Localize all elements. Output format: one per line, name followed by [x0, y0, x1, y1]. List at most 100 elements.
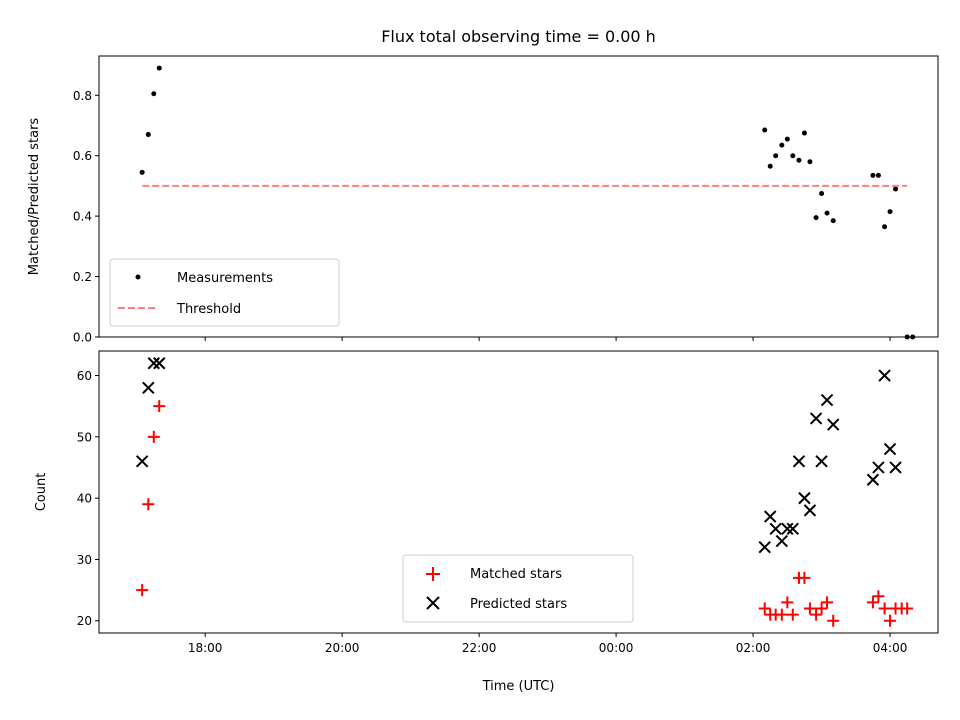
measurements-point	[813, 215, 819, 221]
legend-marker-measurements	[135, 274, 141, 280]
matched-stars-point	[136, 584, 149, 597]
measurements-point	[801, 130, 807, 136]
predicted-stars-point	[820, 393, 834, 407]
matched-stars-point	[872, 590, 885, 603]
ratio-panel-frame	[98, 55, 939, 338]
matched-stars-point	[775, 608, 788, 621]
y-tick-label: 30	[77, 553, 92, 567]
x-tick-label: 18:00	[188, 641, 223, 655]
matched-stars-point	[866, 596, 879, 609]
measurements-point	[790, 153, 796, 159]
x-axis-label: Time (UTC)	[482, 679, 555, 694]
predicted-stars-point	[781, 522, 794, 535]
predicted-stars-point	[803, 504, 817, 517]
predicted-stars-point	[878, 369, 891, 382]
ratio-y-axis-label: Matched/Predicted stars	[27, 118, 42, 276]
count-panel: 20 30 40 50 60 18:00 20:00 22:00 00:00 02:00 04:0…	[34, 350, 939, 694]
predicted-stars-point	[135, 455, 149, 468]
y-tick-label: 60	[77, 369, 92, 383]
legend-label-threshold: Threshold	[176, 302, 241, 317]
ratio-y-ticks: 0.0 0.2 0.4 0.6 0.8	[73, 89, 99, 345]
y-tick-label: 0.6	[73, 149, 92, 163]
measurements-point	[779, 142, 785, 148]
count-legend: Matched stars Predicted stars	[402, 554, 634, 623]
legend-label-measurements: Measurements	[177, 271, 273, 286]
x-tick-label: 02:00	[736, 641, 771, 655]
matched-stars-point	[142, 498, 155, 511]
ratio-legend: Measurements Threshold	[109, 258, 340, 327]
legend-marker-matched-stars	[426, 567, 440, 581]
predicted-stars-point	[153, 357, 166, 370]
x-tick-label: 20:00	[325, 641, 360, 655]
predicted-stars-point	[792, 455, 806, 468]
matched-stars-point	[821, 596, 834, 609]
matched-stars-point	[786, 608, 799, 621]
ratio-marks	[139, 65, 916, 340]
measurements-point	[870, 172, 876, 178]
measurements-point	[784, 136, 790, 142]
x-tick-label: 22:00	[462, 641, 497, 655]
matched-stars-point	[758, 602, 771, 615]
predicted-stars-point	[786, 522, 800, 535]
measurements-point	[824, 210, 830, 216]
matched-stars-point	[803, 602, 816, 615]
y-tick-label: 20	[77, 614, 92, 628]
legend-marker-predicted-stars	[426, 596, 440, 610]
ratio-legend-box	[109, 258, 340, 327]
y-tick-label: 0.2	[73, 270, 92, 284]
matched-stars-point	[884, 614, 897, 627]
matched-stars-point	[827, 614, 840, 627]
y-tick-label: 0.8	[73, 89, 92, 103]
predicted-stars-point	[758, 540, 771, 554]
predicted-stars-point	[775, 534, 789, 548]
matched-stars-point	[798, 571, 811, 584]
predicted-stars-point	[147, 357, 160, 370]
matched-stars-point	[878, 602, 891, 615]
matched-stars-point	[815, 602, 828, 615]
measurements-point	[762, 127, 768, 133]
measurements-point	[767, 163, 773, 169]
predicted-stars-point	[809, 412, 823, 425]
x-tick-label: 04:00	[873, 641, 908, 655]
measurements-point	[139, 169, 145, 175]
predicted-stars-point	[142, 381, 155, 394]
y-tick-label: 0.0	[73, 331, 92, 345]
measurements-point	[796, 157, 802, 163]
measurements-point	[819, 190, 825, 196]
matched-stars-point	[810, 608, 823, 621]
count-legend-box	[402, 554, 634, 623]
measurements-point	[145, 132, 151, 138]
legend-label-predicted-stars: Predicted stars	[470, 597, 567, 612]
predicted-stars-point	[798, 491, 811, 505]
matched-stars-point	[781, 596, 794, 609]
count-panel-frame	[98, 350, 939, 634]
measurements-point	[830, 218, 836, 224]
count-x-ticks: 18:00 20:00 22:00 00:00 02:00 04:00	[188, 633, 907, 655]
x-tick-label: 00:00	[599, 641, 634, 655]
y-tick-label: 40	[77, 492, 92, 506]
matched-stars-point	[147, 430, 160, 443]
measurements-point	[773, 153, 779, 159]
predicted-stars-point	[883, 442, 897, 456]
ratio-panel: 0.00.20.40.60.8 Matched/Predicted stars …	[27, 55, 939, 345]
predicted-stars-point	[769, 522, 782, 535]
predicted-stars-point	[866, 473, 880, 486]
count-y-axis-label: Count	[34, 473, 49, 512]
ratio-x-ticks	[204, 337, 891, 341]
predicted-stars-point	[763, 510, 777, 523]
matched-stars-point	[901, 602, 914, 615]
measurements-point	[151, 91, 157, 97]
legend-label-matched-stars: Matched stars	[470, 567, 562, 582]
predicted-stars-point	[872, 461, 885, 474]
measurements-point	[882, 224, 888, 230]
matched-stars-point	[153, 400, 166, 413]
count-y-ticks: 20 30 40 50 60	[77, 369, 99, 628]
count-marks	[135, 357, 914, 627]
measurements-point	[807, 159, 813, 165]
measurements-point	[893, 186, 899, 192]
predicted-stars-point	[815, 455, 828, 468]
predicted-stars-point	[827, 418, 840, 431]
measurements-point	[156, 65, 162, 71]
measurements-point	[875, 172, 881, 178]
